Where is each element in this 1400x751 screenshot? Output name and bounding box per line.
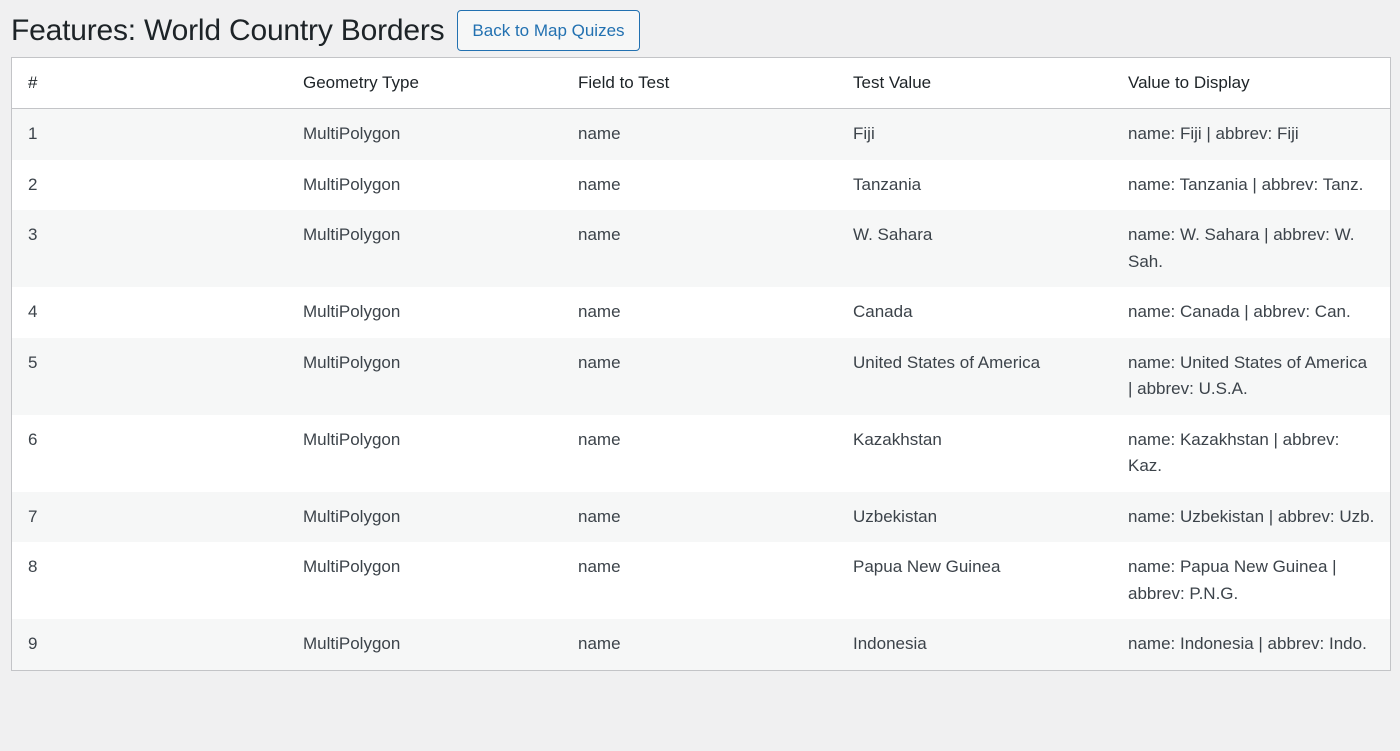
- row-number-cell: 2: [28, 174, 38, 194]
- geometry-type-cell: MultiPolygon: [303, 225, 401, 244]
- geometry-type-cell: MultiPolygon: [303, 302, 401, 321]
- field-to-test-cell: name: [578, 352, 621, 372]
- value-to-display-cell: name: Indonesia | abbrev: Indo.: [1128, 634, 1367, 653]
- table-row: 9 MultiPolygon name Indonesia name: Indonesi…: [12, 619, 1390, 670]
- row-number-cell: 7: [28, 506, 38, 526]
- value-to-display-cell: name: Kazakhstan | abbrev: Kaz.: [1128, 429, 1340, 476]
- features-table-container: # Geometry Type Field to Test Test Value…: [11, 57, 1391, 671]
- field-to-test-cell: name: [578, 429, 621, 449]
- table-row: 2 MultiPolygon name Tanzania name: Tanzania …: [12, 160, 1390, 211]
- field-to-test-cell: name: [578, 124, 621, 143]
- field-to-test-cell: name: [578, 557, 621, 576]
- test-value-cell: Tanzania: [853, 174, 922, 194]
- value-to-display-cell: name: Papua New Guinea | abbrev: P.N.G.: [1128, 557, 1337, 603]
- table-row: 3 MultiPolygon name W. Sahara name: W. Sahar…: [12, 210, 1390, 287]
- geometry-type-cell: MultiPolygon: [303, 124, 401, 143]
- row-number-cell: 1: [28, 124, 38, 143]
- table-row: 1 MultiPolygon name Fiji name: Fiji | abbrev…: [12, 108, 1390, 160]
- test-value-cell: Papua New Guinea: [853, 557, 1001, 576]
- value-to-display-cell: name: Uzbekistan | abbrev: Uzb.: [1128, 506, 1375, 526]
- row-number-cell: 8: [28, 557, 38, 576]
- value-to-display-cell: name: W. Sahara | abbrev: W. Sah.: [1128, 225, 1355, 271]
- test-value-cell: Canada: [853, 302, 913, 321]
- table-header-row: # Geometry Type Field to Test Test Value…: [12, 58, 1390, 109]
- field-to-test-cell: name: [578, 174, 621, 194]
- test-value-cell: W. Sahara: [853, 225, 933, 244]
- row-number-cell: 5: [28, 352, 38, 372]
- geometry-type-cell: MultiPolygon: [303, 429, 401, 449]
- table-row: 4 MultiPolygon name Canada name: Canada | ab…: [12, 287, 1390, 338]
- back-to-map-quizes-button[interactable]: Back to Map Quizes: [457, 10, 640, 51]
- row-number-cell: 3: [28, 225, 38, 244]
- table-row: 6 MultiPolygon name Kazakhstan name: Kazakhs…: [12, 415, 1390, 492]
- table-row: 7 MultiPolygon name Uzbekistan name: Uzbekis…: [12, 491, 1390, 542]
- row-number-cell: 9: [28, 634, 38, 653]
- geometry-type-cell: MultiPolygon: [303, 557, 401, 576]
- column-header-field-to-test: Field to Test: [562, 58, 837, 109]
- geometry-type-cell: MultiPolygon: [303, 506, 401, 526]
- test-value-cell: Indonesia: [853, 634, 927, 653]
- geometry-type-cell: MultiPolygon: [303, 174, 401, 194]
- value-to-display-cell: name: Canada | abbrev: Can.: [1128, 302, 1351, 321]
- features-table: # Geometry Type Field to Test Test Value…: [12, 58, 1390, 670]
- column-header-value-to-display: Value to Display: [1112, 58, 1390, 109]
- field-to-test-cell: name: [578, 302, 621, 321]
- test-value-cell: Fiji: [853, 124, 875, 143]
- geometry-type-cell: MultiPolygon: [303, 352, 401, 372]
- field-to-test-cell: name: [578, 506, 621, 526]
- column-header-number: #: [12, 58, 287, 109]
- test-value-cell: Kazakhstan: [853, 429, 942, 449]
- table-row: 8 MultiPolygon name Papua New Guinea name: P…: [12, 542, 1390, 619]
- field-to-test-cell: name: [578, 225, 621, 244]
- geometry-type-cell: MultiPolygon: [303, 634, 401, 653]
- column-header-geometry-type: Geometry Type: [287, 58, 562, 109]
- table-row: 5 MultiPolygon name United States of Americ…: [12, 337, 1390, 415]
- page-title: Features: World Country Borders: [11, 13, 445, 47]
- test-value-cell: United States of America: [853, 352, 1041, 372]
- test-value-cell: Uzbekistan: [853, 506, 938, 526]
- value-to-display-cell: name: United States of America | abbrev:…: [1128, 352, 1368, 399]
- column-header-test-value: Test Value: [837, 58, 1112, 109]
- field-to-test-cell: name: [578, 634, 621, 653]
- page-header: Features: World Country Borders Back to …: [11, 10, 640, 51]
- row-number-cell: 6: [28, 429, 38, 449]
- row-number-cell: 4: [28, 302, 38, 321]
- value-to-display-cell: name: Tanzania | abbrev: Tanz.: [1128, 174, 1364, 194]
- value-to-display-cell: name: Fiji | abbrev: Fiji: [1128, 124, 1299, 143]
